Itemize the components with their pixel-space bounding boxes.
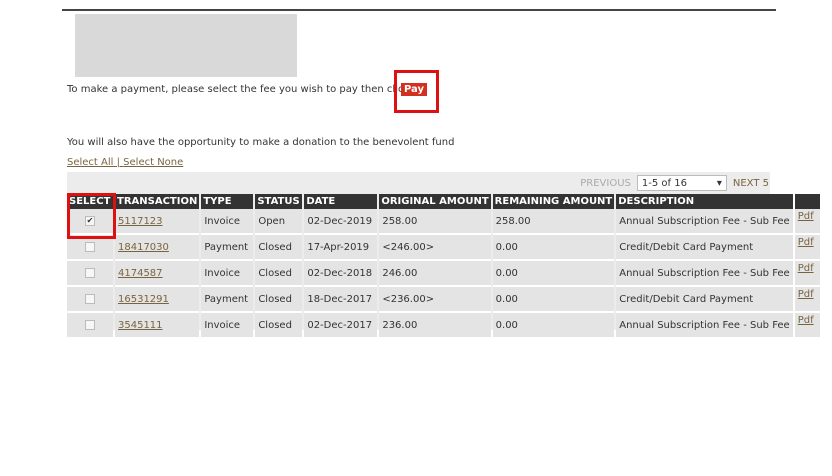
select-cell <box>67 261 113 287</box>
pdf-link[interactable]: Pdf <box>797 263 814 274</box>
row-checkbox[interactable]: ✔ <box>85 216 95 226</box>
remaining-amount-cell: 0.00 <box>492 287 615 313</box>
selection-links: Select All | Select None <box>67 157 183 168</box>
original-amount-cell: 246.00 <box>379 261 491 287</box>
date-cell: 02-Dec-2017 <box>304 313 378 339</box>
pdf-link[interactable]: Pdf <box>797 315 814 326</box>
select-cell: ✔ <box>67 209 113 235</box>
table-row: 4174587 Invoice Closed 02-Dec-2018 246.0… <box>67 261 820 287</box>
column-header: REMAINING AMOUNT <box>492 194 615 209</box>
transaction-cell: 18417030 <box>115 235 200 261</box>
type-cell: Invoice <box>201 313 254 339</box>
original-amount-cell: 236.00 <box>379 313 491 339</box>
status-cell: Closed <box>255 313 303 339</box>
table-row: ✔ 5117123 Invoice Open 02-Dec-2019 258.0… <box>67 209 820 235</box>
pdf-link[interactable]: Pdf <box>797 289 814 300</box>
transaction-link[interactable]: 5117123 <box>118 215 163 227</box>
column-header: STATUS <box>255 194 303 209</box>
description-cell: Credit/Debit Card Payment <box>616 235 793 261</box>
redacted-banner <box>75 14 297 77</box>
page-select[interactable]: 1-5 of 16 ▾ <box>636 175 727 191</box>
description-cell: Annual Subscription Fee - Sub Fee <box>616 313 793 339</box>
previous-button[interactable]: PREVIOUS <box>580 177 631 189</box>
select-highlight <box>67 193 116 239</box>
pdf-cell: Pdf <box>794 261 820 287</box>
status-cell: Open <box>255 209 303 235</box>
row-checkbox[interactable] <box>85 242 95 252</box>
pdf-cell: Pdf <box>794 287 820 313</box>
table-row: 16531291 Payment Closed 18-Dec-2017 <236… <box>67 287 820 313</box>
description-cell: Annual Subscription Fee - Sub Fee <box>616 261 793 287</box>
transaction-cell: 4174587 <box>115 261 200 287</box>
transaction-link[interactable]: 18417030 <box>118 241 169 253</box>
pagination: PREVIOUS 1-5 of 16 ▾ NEXT 5 <box>580 175 769 191</box>
date-cell: 02-Dec-2018 <box>304 261 378 287</box>
column-header: DESCRIPTION <box>616 194 793 209</box>
column-header: SELECT <box>67 194 113 209</box>
select-cell <box>67 287 113 313</box>
description-cell: Annual Subscription Fee - Sub Fee <box>616 209 793 235</box>
table-row: 18417030 Payment Closed 17-Apr-2019 <246… <box>67 235 820 261</box>
transaction-cell: 3545111 <box>115 313 200 339</box>
column-header: TYPE <box>201 194 254 209</box>
transactions-table: SELECT TRANSACTION TYPE STATUS DATE ORIGINAL … <box>65 194 822 339</box>
transaction-cell: 16531291 <box>115 287 200 313</box>
original-amount-cell: <236.00> <box>379 287 491 313</box>
date-cell: 17-Apr-2019 <box>304 235 378 261</box>
select-all-link[interactable]: Select All <box>67 157 114 168</box>
select-cell <box>67 235 113 261</box>
row-checkbox[interactable] <box>85 294 95 304</box>
pdf-cell: Pdf <box>794 235 820 261</box>
remaining-amount-cell: 258.00 <box>492 209 615 235</box>
remaining-amount-cell: 0.00 <box>492 235 615 261</box>
pay-button[interactable]: Pay <box>401 83 428 96</box>
type-cell: Invoice <box>201 261 254 287</box>
page-range: 1-5 of 16 <box>641 177 687 189</box>
type-cell: Invoice <box>201 209 254 235</box>
next-button[interactable]: NEXT 5 <box>732 177 769 189</box>
remaining-amount-cell: 0.00 <box>492 313 615 339</box>
top-divider <box>62 9 776 11</box>
original-amount-cell: <246.00> <box>379 235 491 261</box>
pdf-cell: Pdf <box>794 209 820 235</box>
payment-instructions: To make a payment, please select the fee… <box>67 84 410 95</box>
pdf-cell: Pdf <box>794 313 820 339</box>
status-cell: Closed <box>255 261 303 287</box>
column-header: ORIGINAL AMOUNT <box>379 194 491 209</box>
type-cell: Payment <box>201 287 254 313</box>
row-checkbox[interactable] <box>85 320 95 330</box>
table-row: 3545111 Invoice Closed 02-Dec-2017 236.0… <box>67 313 820 339</box>
pdf-link[interactable]: Pdf <box>797 237 814 248</box>
description-cell: Credit/Debit Card Payment <box>616 287 793 313</box>
type-cell: Payment <box>201 235 254 261</box>
transaction-link[interactable]: 4174587 <box>118 267 163 279</box>
select-cell <box>67 313 113 339</box>
transaction-cell: 5117123 <box>115 209 200 235</box>
pay-highlight <box>394 70 439 113</box>
transaction-link[interactable]: 16531291 <box>118 293 169 305</box>
transaction-link[interactable]: 3545111 <box>118 319 163 331</box>
dropdown-arrow-icon: ▾ <box>716 177 722 189</box>
date-cell: 18-Dec-2017 <box>304 287 378 313</box>
status-cell: Closed <box>255 287 303 313</box>
separator: | <box>113 157 124 168</box>
row-checkbox[interactable] <box>85 268 95 278</box>
status-cell: Closed <box>255 235 303 261</box>
date-cell: 02-Dec-2019 <box>304 209 378 235</box>
original-amount-cell: 258.00 <box>379 209 491 235</box>
column-header <box>794 194 820 209</box>
donation-text: You will also have the opportunity to ma… <box>67 137 455 148</box>
pdf-link[interactable]: Pdf <box>797 211 814 222</box>
select-none-link[interactable]: Select None <box>123 157 184 168</box>
remaining-amount-cell: 0.00 <box>492 261 615 287</box>
column-header: DATE <box>304 194 378 209</box>
column-header: TRANSACTION <box>115 194 200 209</box>
